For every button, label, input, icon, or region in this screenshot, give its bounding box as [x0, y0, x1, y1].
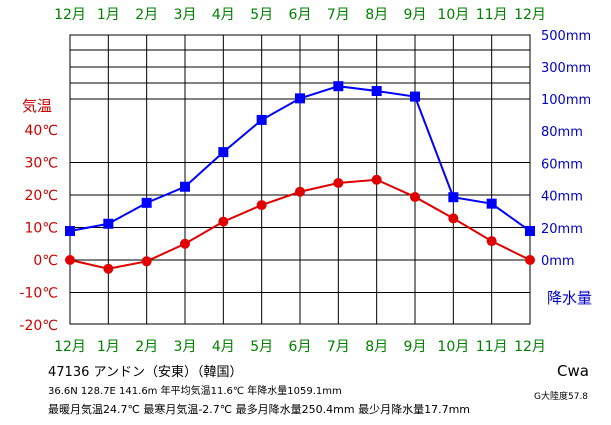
month-label-bottom: 1月 — [97, 339, 120, 355]
precipitation-point — [371, 86, 382, 96]
precipitation-point — [525, 226, 535, 237]
month-label-bottom: 11月 — [476, 339, 508, 355]
month-label-bottom: 9月 — [404, 339, 427, 355]
station-stats-2: 最暖月気温24.7℃ 最寒月気温-2.7℃ 最多月降水量250.4mm 最少月降… — [48, 403, 470, 416]
temperature-point — [333, 177, 344, 188]
temperature-point — [410, 191, 420, 202]
station-stats-1: 36.6N 128.7E 141.6m 年平均気温11.6℃ 年降水量1059.… — [48, 386, 342, 397]
right-tick-label: 100mm — [541, 93, 591, 108]
month-label-top: 5月 — [250, 7, 273, 23]
precipitation-point — [65, 226, 75, 237]
precipitation-point — [180, 181, 190, 192]
temperature-point — [256, 200, 267, 211]
left-tick-label: 30℃ — [24, 156, 58, 172]
month-label-top: 7月 — [327, 7, 350, 23]
right-tick-label: 40mm — [541, 190, 583, 205]
month-label-bottom: 12月 — [514, 339, 546, 355]
left-tick-label: 40℃ — [24, 123, 58, 139]
precipitation-point — [141, 197, 152, 208]
precipitation-point — [486, 198, 497, 209]
month-label-top: 2月 — [135, 7, 158, 23]
month-label-top: 3月 — [174, 7, 197, 23]
precipitation-point — [410, 91, 420, 102]
month-label-bottom: 8月 — [365, 339, 388, 355]
precipitation-point — [218, 147, 229, 158]
month-label-bottom: 3月 — [174, 339, 197, 355]
station-name: 47136 アンドン（安東）（韓国） — [48, 365, 243, 380]
temperature-point — [103, 263, 114, 274]
temperature-point — [141, 256, 152, 267]
precipitation-point — [448, 192, 459, 203]
temperature-point — [448, 213, 459, 224]
month-label-bottom: 6月 — [289, 339, 312, 355]
month-label-bottom: 4月 — [212, 339, 235, 355]
temperature-point — [371, 174, 382, 185]
temperature-point — [180, 238, 190, 249]
month-label-top: 1月 — [97, 7, 120, 23]
precipitation-point — [256, 114, 267, 125]
left-tick-label: -20℃ — [19, 318, 58, 334]
right-tick-label: 300mm — [541, 61, 591, 76]
precipitation-point — [333, 81, 344, 92]
month-label-top: 4月 — [212, 7, 235, 23]
temperature-point — [218, 216, 229, 227]
left-tick-label: -10℃ — [19, 286, 58, 302]
month-label-top: 10月 — [437, 7, 469, 23]
month-label-bottom: 2月 — [135, 339, 158, 355]
month-label-top: 12月 — [54, 7, 86, 23]
precipitation-point — [103, 218, 114, 229]
continentality-index: G大陸度57.8 — [534, 392, 589, 402]
right-tick-label: 0mm — [541, 254, 575, 269]
precipitation-point — [295, 93, 305, 104]
right-tick-label: 80mm — [541, 125, 583, 140]
right-tick-label: 20mm — [541, 222, 583, 237]
right-axis-label: 降水量 — [547, 289, 592, 307]
month-label-bottom: 5月 — [250, 339, 273, 355]
month-label-bottom: 7月 — [327, 339, 350, 355]
right-tick-label: 60mm — [541, 157, 583, 172]
right-tick-label: 500mm — [541, 29, 591, 44]
temperature-point — [65, 255, 75, 265]
temperature-point — [525, 255, 535, 265]
koppen-class: Cwa — [557, 362, 589, 380]
month-label-top: 6月 — [289, 7, 312, 23]
month-label-top: 9月 — [404, 7, 427, 23]
left-tick-label: 0℃ — [33, 253, 58, 269]
left-tick-label: 10℃ — [24, 221, 58, 237]
left-tick-label: 20℃ — [24, 188, 58, 204]
month-label-top: 8月 — [365, 7, 388, 23]
left-axis-label: 気温 — [22, 97, 52, 115]
month-label-top: 11月 — [476, 7, 508, 23]
month-label-bottom: 12月 — [54, 339, 86, 355]
temperature-point — [295, 186, 305, 197]
month-label-bottom: 10月 — [437, 339, 469, 355]
month-label-top: 12月 — [514, 7, 546, 23]
temperature-point — [486, 236, 497, 247]
